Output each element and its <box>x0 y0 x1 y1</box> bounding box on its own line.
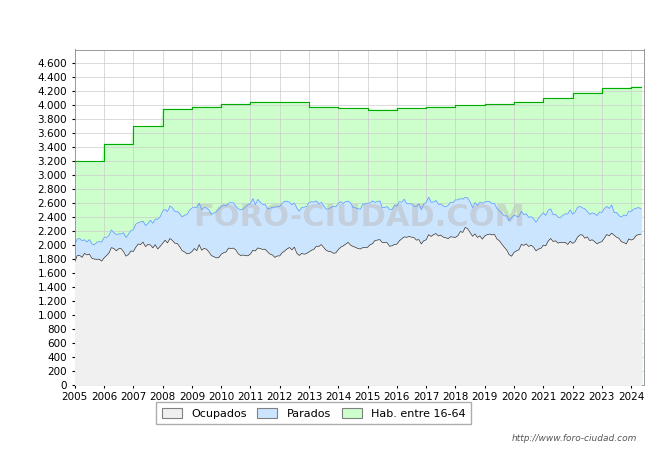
Text: FORO-CIUDAD.COM: FORO-CIUDAD.COM <box>193 202 525 232</box>
Text: http://www.foro-ciudad.com: http://www.foro-ciudad.com <box>512 434 637 443</box>
Legend: Ocupados, Parados, Hab. entre 16-64: Ocupados, Parados, Hab. entre 16-64 <box>157 402 471 424</box>
Text: Algarrobo - Evolucion de la poblacion en edad de Trabajar Mayo de 2024: Algarrobo - Evolucion de la poblacion en… <box>83 17 567 30</box>
